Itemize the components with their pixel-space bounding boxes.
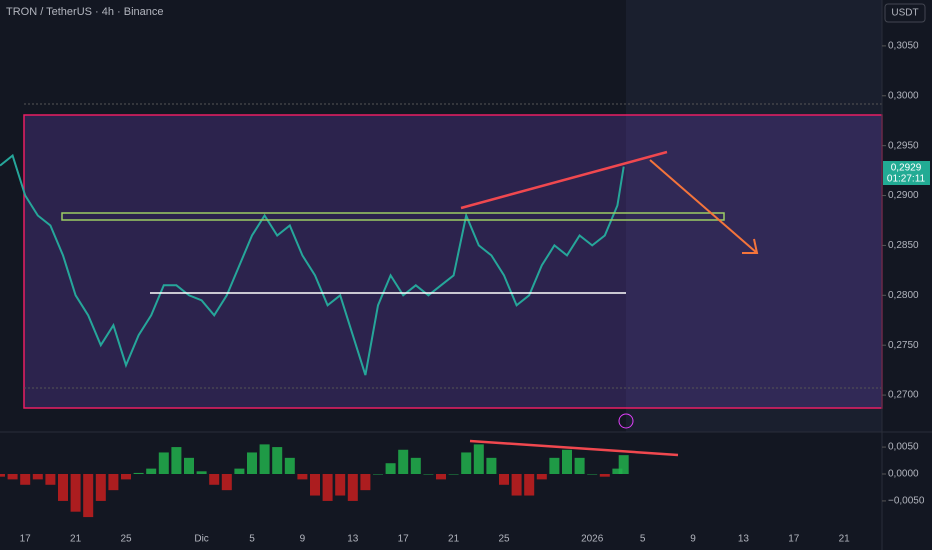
oscillator-bar [297,474,308,480]
oscillator-bar [158,452,169,474]
oscillator-bar [83,474,94,518]
countdown: 01:27:11 [887,174,926,185]
x-tick-label: 13 [347,534,359,545]
oscillator-bar [486,457,497,474]
oscillator-bar [499,474,509,485]
y-tick-label: 0,2700 [888,390,919,401]
oscillator-bar [511,474,522,496]
plot-area [0,153,629,518]
oscillator-bar [70,474,81,512]
oscillator-bar [221,474,232,491]
oscillator-bar [247,452,257,474]
oscillator-bar [335,474,346,496]
x-tick-label: 21 [70,534,82,545]
oscillator-bar [536,474,547,480]
oscillator-bar [574,457,585,474]
oscillator-bar [599,474,610,477]
x-tick-label: 17 [398,534,410,545]
y-tick-label: 0,0050 [888,442,919,453]
x-tick-label: 9 [300,534,306,545]
oscillator-bar [146,468,157,474]
future-area [626,0,882,432]
oscillator-bar [385,463,396,474]
oscillator-bar [423,474,434,475]
oscillator-bar [284,457,295,474]
oscillator-bar [448,474,459,475]
oscillator-bar [7,474,18,480]
y-tick-label: 0,2850 [888,240,919,251]
divergence-line [469,439,679,457]
oscillator-bar [612,468,623,474]
range-box [23,114,883,409]
x-tick-label: 5 [640,534,646,545]
oscillator-bar [473,444,484,474]
last-price-box [883,161,930,185]
resistance-zone [61,212,725,221]
currency-label: USDT [891,8,918,19]
x-tick-label: 17 [20,534,32,545]
x-tick-label: 21 [448,534,460,545]
oscillator-bar [373,474,383,475]
x-tick-label: 25 [120,534,132,545]
trend-line [460,150,668,210]
oscillator-bar [347,474,358,501]
price-line [0,153,625,376]
oscillator-bar [0,474,5,477]
oscillator-bar [184,457,194,474]
oscillator-bar [95,474,106,501]
oscillator-bar [133,472,144,474]
last-price: 0,2929 [891,163,922,174]
oscillator-bar [322,474,333,501]
oscillator-bar [259,444,270,474]
x-tick-label: 25 [498,534,510,545]
oscillator-bar [20,474,31,485]
currency-box [884,3,926,23]
y-tick-label: 0,2750 [888,340,919,351]
oscillator-bar [436,474,446,480]
oscillator-bar [196,471,207,474]
oscillator-bar [32,474,43,480]
oscillator-bar [549,457,560,474]
oscillator-bar [108,474,119,491]
symbol-title: TRON / TetherUS · 4h · Binance [6,6,164,18]
y-tick-label: −0,0050 [888,496,925,507]
oscillator-bar [587,474,598,475]
y-tick-label: 0,2800 [888,290,919,301]
oscillator-bar [410,457,421,474]
oscillator-bar [171,447,182,474]
oscillator-bar [398,449,409,474]
y-tick-label: 0,3000 [888,90,919,101]
x-tick-label: 17 [788,534,800,545]
x-tick-label: 9 [690,534,696,545]
oscillator-bar [121,474,131,480]
oscillator-bar [461,452,472,474]
oscillator-bar [524,474,535,496]
x-tick-label: 2026 [581,534,604,545]
oscillator-bar [45,474,56,485]
x-tick-label: 13 [738,534,750,545]
x-tick-label: 21 [839,534,851,545]
oscillator-bar [618,455,629,474]
y-tick-label: 0,2950 [888,140,919,151]
projection-arrow [649,159,758,254]
oscillator-bar [272,447,283,474]
x-tick-label: Dic [194,534,208,545]
oscillator-bar [209,474,220,485]
event-icon [618,413,634,429]
y-tick-label: 0,2900 [888,190,919,201]
arrow-head [742,238,759,254]
y-tick-label: 0,3050 [888,41,919,52]
oscillator-bar [310,474,320,496]
oscillator-bar [58,474,68,501]
oscillator-bar [562,449,572,474]
oscillator-bar [234,468,245,474]
oscillator-bar [360,474,371,491]
x-tick-label: 5 [249,534,255,545]
y-tick-label: 0,0000 [888,469,919,480]
